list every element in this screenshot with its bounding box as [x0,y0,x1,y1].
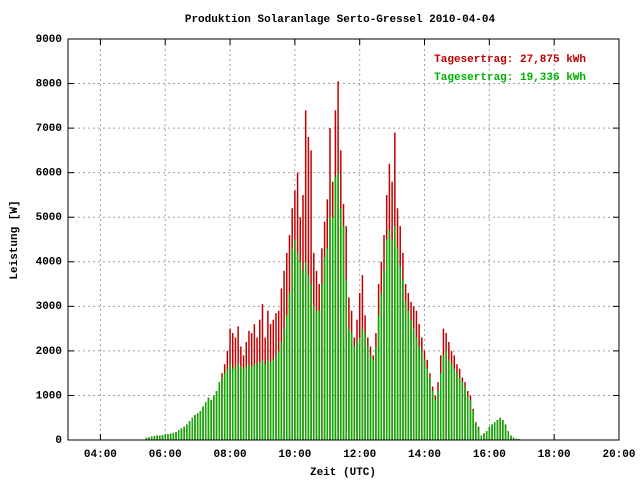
y-tick-label: 6000 [36,168,62,180]
y-tick-label: 3000 [36,301,62,313]
y-tick-label: 0 [55,435,62,447]
x-tick-label: 06:00 [149,449,182,461]
y-tick-label: 1000 [36,390,62,402]
y-tick-label: 9000 [36,34,62,46]
x-tick-label: 08:00 [214,449,247,461]
legend-entry: Tagesertrag: 19,336 kWh [434,72,586,84]
x-tick-label: 04:00 [84,449,117,461]
y-tick-label: 7000 [36,123,62,135]
y-tick-label: 8000 [36,78,62,90]
x-tick-label: 18:00 [538,449,571,461]
y-tick-label: 2000 [36,346,62,358]
x-axis-label: Zeit (UTC) [310,467,376,479]
plot-frame [67,38,620,441]
y-axis-label: Leistung [W] [9,200,21,279]
x-tick-label: 16:00 [473,449,506,461]
x-tick-label: 20:00 [602,449,635,461]
x-tick-label: 14:00 [408,449,441,461]
x-tick-label: 12:00 [343,449,376,461]
chart-title: Produktion Solaranlage Serto-Gressel 201… [185,14,496,26]
legend-entry: Tagesertrag: 27,875 kWh [434,54,586,66]
x-tick-label: 10:00 [278,449,311,461]
y-tick-label: 4000 [36,257,62,269]
y-tick-label: 5000 [36,212,62,224]
